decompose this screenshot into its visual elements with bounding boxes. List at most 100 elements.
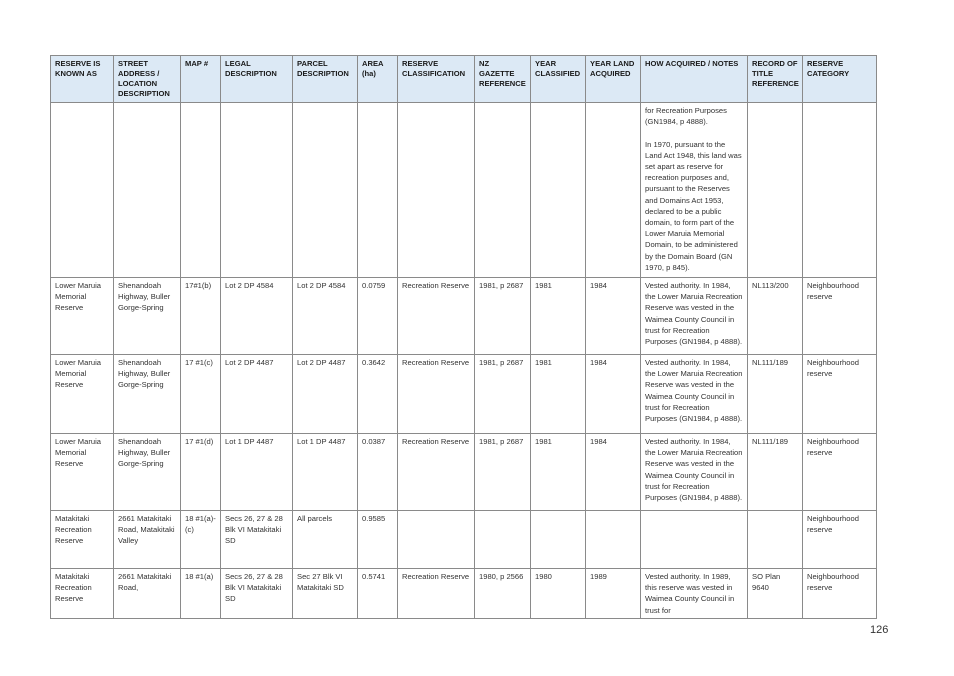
header-map-number: MAP #: [180, 55, 221, 103]
cell-gazette-reference: 1981, p 2687: [474, 433, 531, 511]
header-reserve-name: RESERVE IS KNOWN AS: [50, 55, 114, 103]
cell-year-acquired: [585, 102, 641, 278]
table-row: Lower Maruia Memorial Reserve Shenandoah …: [50, 277, 877, 355]
cell-reserve-classification: Recreation Reserve: [397, 433, 475, 511]
cell-reserve-category: Neighbourhood reserve: [802, 354, 877, 434]
cell-street-address: Shenandoah Highway, Buller Gorge-Spring: [113, 277, 181, 355]
table-row: Lower Maruia Memorial Reserve Shenandoah …: [50, 354, 877, 434]
cell-map-number: 17 #1(d): [180, 433, 221, 511]
cell-parcel-description: Sec 27 Blk VI Matakitaki SD: [292, 568, 358, 619]
cell-reserve-name: Lower Maruia Memorial Reserve: [50, 277, 114, 355]
cell-year-classified: 1981: [530, 354, 586, 434]
cell-year-acquired: 1989: [585, 568, 641, 619]
cell-legal-description: Lot 2 DP 4584: [220, 277, 293, 355]
page-number: 126: [870, 624, 889, 636]
cell-year-classified: 1980: [530, 568, 586, 619]
cell-year-classified: 1981: [530, 277, 586, 355]
cell-year-classified: [530, 102, 586, 278]
table-header-row: RESERVE IS KNOWN AS STREET ADDRESS / LOCA…: [50, 55, 877, 103]
cell-reserve-name: Lower Maruia Memorial Reserve: [50, 433, 114, 511]
cell-gazette-reference: 1980, p 2566: [474, 568, 531, 619]
header-how-acquired-notes: HOW ACQUIRED / NOTES: [640, 55, 748, 103]
cell-title-reference: NL111/189: [747, 354, 803, 434]
cell-title-reference: NL113/200: [747, 277, 803, 355]
cell-area: 0.5741: [357, 568, 398, 619]
cell-how-acquired-notes: Vested authority. In 1989, this reserve …: [640, 568, 748, 619]
cell-year-classified: 1981: [530, 433, 586, 511]
cell-area: [357, 102, 398, 278]
cell-reserve-classification: [397, 510, 475, 569]
cell-street-address: [113, 102, 181, 278]
cell-legal-description: Lot 2 DP 4487: [220, 354, 293, 434]
cell-parcel-description: [292, 102, 358, 278]
cell-parcel-description: Lot 2 DP 4487: [292, 354, 358, 434]
cell-map-number: 17 #1(c): [180, 354, 221, 434]
cell-title-reference: [747, 510, 803, 569]
cell-legal-description: Lot 1 DP 4487: [220, 433, 293, 511]
table-row: for Recreation Purposes (GN1984, p 4888)…: [50, 102, 877, 278]
table-row: Matakitaki Recreation Reserve 2661 Mataki…: [50, 510, 877, 569]
cell-year-acquired: 1984: [585, 277, 641, 355]
header-gazette-reference: NZ GAZETTE REFERENCE: [474, 55, 531, 103]
header-area: AREA (ha): [357, 55, 398, 103]
cell-gazette-reference: 1981, p 2687: [474, 354, 531, 434]
cell-reserve-name: Lower Maruia Memorial Reserve: [50, 354, 114, 434]
header-street-address: STREET ADDRESS / LOCATION DESCRIPTION: [113, 55, 181, 103]
cell-street-address: 2661 Matakitaki Road,: [113, 568, 181, 619]
cell-reserve-classification: [397, 102, 475, 278]
cell-reserve-name: Matakitaki Recreation Reserve: [50, 510, 114, 569]
cell-legal-description: Secs 26, 27 & 28 Blk VI Matakitaki SD: [220, 568, 293, 619]
cell-area: 0.0759: [357, 277, 398, 355]
cell-street-address: 2661 Matakitaki Road, Matakitaki Valley: [113, 510, 181, 569]
header-legal-description: LEGAL DESCRIPTION: [220, 55, 293, 103]
cell-reserve-category: Neighbourhood reserve: [802, 568, 877, 619]
cell-reserve-category: Neighbourhood reserve: [802, 510, 877, 569]
header-reserve-category: RESERVE CATEGORY: [802, 55, 877, 103]
cell-legal-description: Secs 26, 27 & 28 Blk VI Matakitaki SD: [220, 510, 293, 569]
header-parcel-description: PARCEL DESCRIPTION: [292, 55, 358, 103]
cell-street-address: Shenandoah Highway, Buller Gorge-Spring: [113, 433, 181, 511]
cell-title-reference: SO Plan 9640: [747, 568, 803, 619]
cell-map-number: 18 #1(a): [180, 568, 221, 619]
cell-area: 0.3642: [357, 354, 398, 434]
cell-title-reference: [747, 102, 803, 278]
cell-gazette-reference: [474, 510, 531, 569]
cell-parcel-description: All parcels: [292, 510, 358, 569]
cell-area: 0.9585: [357, 510, 398, 569]
cell-year-acquired: [585, 510, 641, 569]
cell-gazette-reference: [474, 102, 531, 278]
cell-how-acquired-notes: for Recreation Purposes (GN1984, p 4888)…: [640, 102, 748, 278]
cell-legal-description: [220, 102, 293, 278]
cell-reserve-name: Matakitaki Recreation Reserve: [50, 568, 114, 619]
cell-reserve-category: Neighbourhood reserve: [802, 433, 877, 511]
table-row: Matakitaki Recreation Reserve 2661 Mataki…: [50, 568, 877, 619]
cell-parcel-description: Lot 1 DP 4487: [292, 433, 358, 511]
cell-reserve-name: [50, 102, 114, 278]
header-year-classified: YEAR CLASSIFIED: [530, 55, 586, 103]
cell-reserve-classification: Recreation Reserve: [397, 568, 475, 619]
header-reserve-classification: RESERVE CLASSIFICATION: [397, 55, 475, 103]
cell-map-number: 18 #1(a)-(c): [180, 510, 221, 569]
cell-reserve-classification: Recreation Reserve: [397, 354, 475, 434]
cell-area: 0.0387: [357, 433, 398, 511]
cell-how-acquired-notes: Vested authority. In 1984, the Lower Mar…: [640, 354, 748, 434]
cell-reserve-category: [802, 102, 877, 278]
cell-year-classified: [530, 510, 586, 569]
cell-year-acquired: 1984: [585, 354, 641, 434]
cell-reserve-category: Neighbourhood reserve: [802, 277, 877, 355]
cell-year-acquired: 1984: [585, 433, 641, 511]
cell-gazette-reference: 1981, p 2687: [474, 277, 531, 355]
cell-map-number: 17#1(b): [180, 277, 221, 355]
cell-reserve-classification: Recreation Reserve: [397, 277, 475, 355]
cell-parcel-description: Lot 2 DP 4584: [292, 277, 358, 355]
table-row: Lower Maruia Memorial Reserve Shenandoah …: [50, 433, 877, 511]
cell-how-acquired-notes: Vested authority. In 1984, the Lower Mar…: [640, 277, 748, 355]
header-title-reference: RECORD OF TITLE REFERENCE: [747, 55, 803, 103]
header-year-acquired: YEAR LAND ACQUIRED: [585, 55, 641, 103]
cell-street-address: Shenandoah Highway, Buller Gorge-Spring: [113, 354, 181, 434]
cell-how-acquired-notes: [640, 510, 748, 569]
reserves-table: RESERVE IS KNOWN AS STREET ADDRESS / LOCA…: [50, 55, 877, 619]
cell-map-number: [180, 102, 221, 278]
cell-how-acquired-notes: Vested authority. In 1984, the Lower Mar…: [640, 433, 748, 511]
cell-title-reference: NL111/189: [747, 433, 803, 511]
